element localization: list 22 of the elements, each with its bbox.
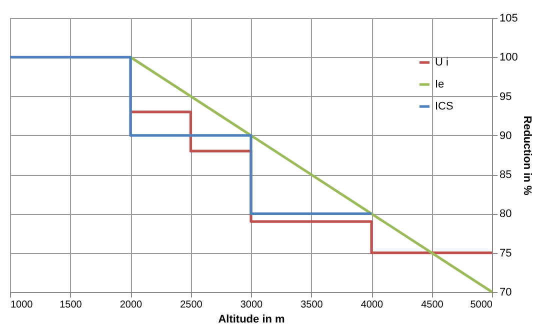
y-tick-label: 75 [500, 247, 512, 260]
y-tick-label: 95 [500, 90, 512, 103]
legend-label: U i [435, 56, 448, 68]
y-tick-label: 70 [500, 286, 512, 298]
x-tick-label: 2500 [180, 300, 203, 310]
y-tick-label: 90 [500, 130, 512, 142]
x-tick-label: 3000 [240, 300, 264, 310]
legend-label: ICS [435, 100, 454, 112]
y-tick-label: 100 [500, 52, 518, 64]
y-axis-title: Reduction in % [520, 116, 533, 196]
legend-label: Ie [435, 78, 444, 90]
x-axis-title: Altitude in m [218, 314, 286, 326]
x-tick-label: 4000 [360, 300, 384, 310]
x-tick-label: 1000 [10, 300, 34, 310]
y-tick-label: 80 [500, 208, 512, 220]
x-tick-label: 5000 [470, 300, 493, 310]
x-tick-label: 3500 [300, 300, 324, 310]
y-tick-label: 105 [500, 12, 518, 24]
x-tick-label: 2000 [120, 300, 143, 310]
x-tick-label: 1500 [60, 300, 82, 310]
x-tick-label: 4500 [421, 300, 444, 310]
y-tick-label: 85 [500, 169, 512, 182]
